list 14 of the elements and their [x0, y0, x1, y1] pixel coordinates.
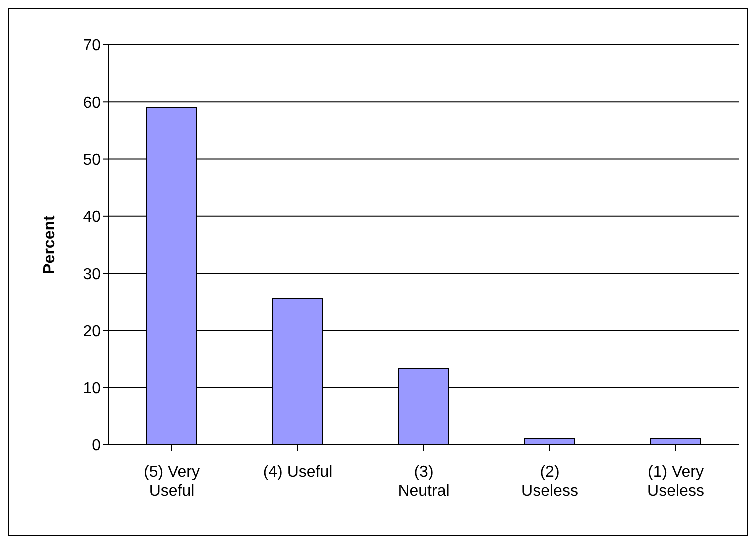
x-tick-label: (4) Useful — [263, 464, 333, 481]
x-tick-label: (2) Useless — [522, 464, 578, 500]
y-tick-label: 20 — [83, 323, 102, 340]
y-tick-label: 30 — [83, 266, 102, 284]
y-tick-label: 50 — [83, 152, 102, 169]
x-tick-label: (3) Neutral — [398, 464, 450, 500]
y-tick-label: 10 — [83, 380, 102, 398]
x-tick-label: (1) Very Useless — [648, 464, 704, 500]
x-tick-label: (5) Very Useful — [144, 464, 200, 500]
y-tick-label: 60 — [83, 94, 102, 112]
y-tick-label: 40 — [83, 209, 102, 226]
y-tick-label: 0 — [92, 438, 102, 455]
y-axis-title: Percent — [42, 214, 59, 274]
y-tick-label: 70 — [83, 38, 102, 55]
